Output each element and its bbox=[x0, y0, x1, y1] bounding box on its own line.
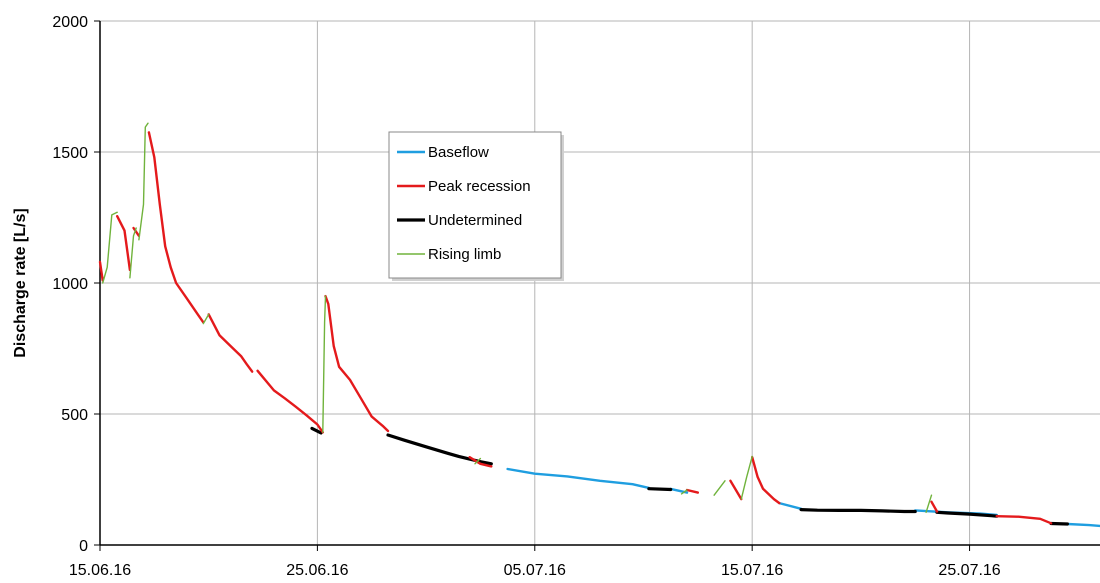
rising-limb-segment bbox=[680, 489, 688, 495]
undetermined-segment bbox=[1049, 521, 1070, 526]
peak-recession-segment bbox=[468, 456, 493, 468]
legend-label-undetermined: Undetermined bbox=[428, 212, 522, 229]
y-tick-label: 2000 bbox=[52, 14, 88, 31]
baseflow-segment bbox=[778, 501, 803, 510]
peak-recession-segment bbox=[132, 226, 141, 238]
undetermined-segment bbox=[935, 510, 999, 518]
x-tick-label: 25.06.16 bbox=[286, 562, 348, 579]
y-tick-label: 500 bbox=[61, 407, 88, 424]
peak-recession-segment bbox=[751, 456, 781, 505]
legend-label-peak-recession: Peak recession bbox=[428, 178, 531, 195]
rising-limb-segment bbox=[713, 480, 726, 496]
rising-limb-segment bbox=[202, 313, 210, 325]
series-undetermined bbox=[310, 426, 1070, 526]
series-peak-recession bbox=[98, 131, 1053, 525]
y-tick-label: 1000 bbox=[52, 276, 88, 293]
legend-label-rising-limb: Rising limb bbox=[428, 246, 501, 263]
x-tick-label: 15.07.16 bbox=[721, 562, 783, 579]
peak-recession-segment bbox=[98, 260, 104, 282]
peak-recession-segment bbox=[324, 294, 390, 433]
baseflow-segment bbox=[1066, 522, 1100, 528]
peak-recession-segment bbox=[147, 131, 205, 324]
rising-limb-segment bbox=[322, 295, 327, 433]
x-tick-label: 15.06.16 bbox=[69, 562, 131, 579]
series-rising-limb bbox=[101, 122, 933, 513]
peak-recession-segment bbox=[115, 214, 132, 272]
rising-limb-segment bbox=[101, 211, 118, 284]
undetermined-segment bbox=[647, 487, 673, 492]
y-axis-title: Discharge rate [L/s] bbox=[12, 208, 29, 357]
y-tick-label: 0 bbox=[79, 538, 88, 555]
y-tick-label: 1500 bbox=[52, 145, 88, 162]
peak-recession-segment bbox=[930, 500, 939, 513]
peak-recession-segment bbox=[685, 488, 699, 494]
peak-recession-segment bbox=[995, 515, 1053, 525]
peak-recession-segment bbox=[207, 313, 254, 373]
undetermined-segment bbox=[799, 508, 917, 514]
baseflow-segment bbox=[506, 467, 651, 490]
rising-limb-segment bbox=[129, 227, 137, 279]
peak-recession-segment bbox=[256, 369, 324, 434]
plot-area bbox=[98, 122, 1100, 528]
x-tick-label: 25.07.16 bbox=[938, 562, 1000, 579]
grid-lines bbox=[100, 20, 1100, 545]
rising-limb-segment bbox=[474, 457, 482, 465]
x-tick-label: 05.07.16 bbox=[504, 562, 566, 579]
peak-recession-segment bbox=[729, 479, 743, 501]
rising-limb-segment bbox=[925, 494, 933, 513]
undetermined-segment bbox=[310, 426, 323, 435]
undetermined-segment bbox=[386, 433, 493, 466]
legend-label-baseflow: Baseflow bbox=[428, 144, 489, 161]
rising-limb-segment bbox=[740, 455, 753, 500]
legend: Baseflow Peak recession Undetermined Rising… bbox=[388, 131, 564, 281]
rising-limb-segment bbox=[138, 122, 149, 241]
axes: 0 500 1000 1500 2000 15.06.16 25.06.16 05.07.16… bbox=[52, 14, 1100, 579]
